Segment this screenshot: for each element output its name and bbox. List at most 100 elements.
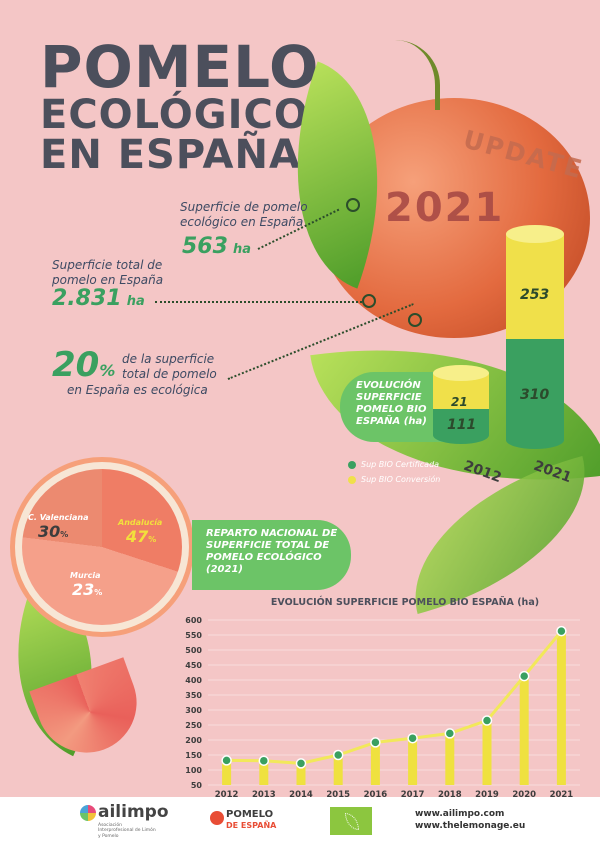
- region-valenciana-sign: %: [60, 530, 69, 539]
- eco-surface-label: Superficie de pomelo ecológico en España: [180, 200, 308, 229]
- legend-conversion-label: Sup BIO Conversión: [361, 475, 441, 484]
- bar-2020: [519, 676, 529, 785]
- y-tick-label: 100: [185, 766, 202, 775]
- x-tick-label: 2014: [289, 790, 313, 800]
- total-surface-leader: [155, 301, 362, 303]
- distribution-title: REPARTO NACIONAL DE SUPERFICIE TOTAL DE …: [192, 520, 351, 590]
- website-thelemonage[interactable]: www.thelemonage.eu: [415, 821, 526, 831]
- pct-value-group: 20%: [52, 345, 115, 385]
- cylinder-2021-top: [506, 225, 564, 243]
- cylinder-2012-certified: [433, 409, 489, 444]
- region-valenciana-value: 30: [38, 522, 61, 541]
- cylinder-2021-conversion-value: 253: [520, 287, 550, 303]
- ailimpo-name: ailimpo: [98, 802, 169, 822]
- chart-points: [221, 625, 567, 769]
- eco-surface-value: 563: [182, 234, 228, 259]
- cylinder-2021-certified-value: 310: [520, 387, 550, 403]
- pct-marker: [408, 313, 422, 327]
- eco-surface-value-group: 563 ha: [182, 234, 251, 259]
- y-tick-label: 350: [185, 691, 202, 700]
- region-valenciana: C. Valenciana 30%: [28, 513, 89, 541]
- legend-conversion: Sup BIO Conversión: [348, 475, 440, 485]
- pomelo-brand-1: POMELO: [226, 809, 274, 820]
- point-2016: [370, 737, 381, 748]
- point-2014: [295, 758, 307, 769]
- legend-certified-swatch: [348, 461, 356, 469]
- series-line: [226, 630, 563, 765]
- cylinder-2012-conversion-value: 21: [451, 395, 468, 409]
- x-tick-label: 2015: [326, 790, 350, 800]
- y-tick-label: 550: [185, 631, 202, 640]
- total-surface-label: Superficie total de pomelo en España: [52, 258, 164, 287]
- x-tick-label: 2020: [512, 790, 536, 800]
- bar-2015: [333, 755, 343, 785]
- y-tick-label: 450: [185, 661, 202, 670]
- eco-surface-marker: [346, 198, 360, 212]
- chart-line: [226, 630, 563, 765]
- pct-label-2: total de pomelo: [122, 367, 217, 381]
- y-tick-label: 300: [185, 706, 202, 715]
- cylinder-2012: 21 111: [433, 365, 489, 450]
- region-andalucia-pct: 47%: [126, 527, 162, 546]
- cylinder-2021-certified: [506, 339, 564, 449]
- region-murcia-value: 23: [72, 580, 95, 599]
- bar-2013: [259, 760, 269, 785]
- footer: ailimpo Asociación Interprofesional de L…: [0, 797, 600, 849]
- chart-bars: [222, 631, 566, 785]
- bar-2014: [296, 763, 306, 785]
- region-andalucia-value: 47: [126, 527, 149, 546]
- pomelo-logo-fruit: [210, 811, 224, 825]
- point-2013: [258, 755, 270, 766]
- y-tick-label: 600: [185, 616, 202, 625]
- pct-sign: %: [99, 361, 116, 380]
- region-andalucia-sign: %: [148, 535, 157, 544]
- point-2020: [518, 670, 530, 682]
- x-tick-label: 2013: [252, 790, 276, 800]
- x-tick-label: 2019: [475, 790, 499, 800]
- cylinder-2021: 253 310: [506, 225, 564, 455]
- total-surface-unit: ha: [126, 294, 145, 309]
- y-tick-label: 400: [185, 676, 202, 685]
- y-tick-label: 250: [185, 721, 202, 730]
- region-murcia-pct: 23%: [72, 580, 102, 599]
- cylinder-2012-certified-value: 111: [447, 417, 477, 433]
- x-tick-label: 2017: [401, 790, 425, 800]
- total-surface-marker: [362, 294, 376, 308]
- title-line-3: EN ESPAÑA: [40, 132, 301, 178]
- ailimpo-logo: [80, 805, 96, 821]
- bar-2012: [222, 760, 232, 785]
- x-tick-label: 2016: [364, 790, 388, 800]
- y-tick-label: 200: [185, 736, 202, 745]
- region-murcia-name: Murcia: [70, 571, 101, 580]
- y-tick-label: 150: [185, 751, 202, 760]
- cylinder-2021-conversion: [506, 234, 564, 339]
- region-andalucia-name: Andalucía: [118, 518, 163, 527]
- legend-certified: Sup BIO Certificada: [348, 460, 439, 470]
- region-andalucia: Andalucía 47%: [118, 518, 162, 546]
- pct-value: 20: [52, 345, 100, 385]
- title-line-2: ECOLÓGICO: [40, 92, 309, 138]
- x-tick-label: 2018: [438, 790, 462, 800]
- point-2015: [332, 749, 344, 761]
- bar-2019: [482, 720, 492, 785]
- pct-label-3: en España es ecológica: [67, 383, 208, 397]
- region-valenciana-pct: 30%: [38, 522, 89, 541]
- point-2019: [481, 715, 493, 726]
- legend-certified-label: Sup BIO Certificada: [361, 460, 440, 469]
- y-tick-label: 50: [191, 781, 203, 790]
- website-ailimpo[interactable]: www.ailimpo.com: [415, 809, 505, 819]
- bar-2017: [408, 738, 418, 785]
- chart-y-ticks: 50 100 150 200 250 300 350 400 450 500 550 600: [185, 616, 202, 790]
- evolution-chart-title: EVOLUCIÓN SUPERFICIE POMELO BIO ESPAÑA (…: [271, 596, 539, 608]
- pct-label-1: de la superficie: [122, 352, 215, 366]
- region-murcia: Murcia 23%: [70, 571, 102, 599]
- bar-2016: [370, 742, 380, 785]
- point-2012: [221, 755, 232, 766]
- region-murcia-sign: %: [94, 588, 103, 597]
- legend-conversion-swatch: [348, 476, 356, 484]
- stem-illustration: [395, 40, 440, 110]
- point-2018: [444, 728, 456, 739]
- chart-x-ticks: 2012 2013 2014 2015 2016 2017 2018 2019 2020 2021: [215, 790, 574, 800]
- evolution-chart: EVOLUCIÓN SUPERFICIE POMELO BIO ESPAÑA (…: [185, 596, 580, 800]
- grapefruit-slice: [15, 462, 189, 632]
